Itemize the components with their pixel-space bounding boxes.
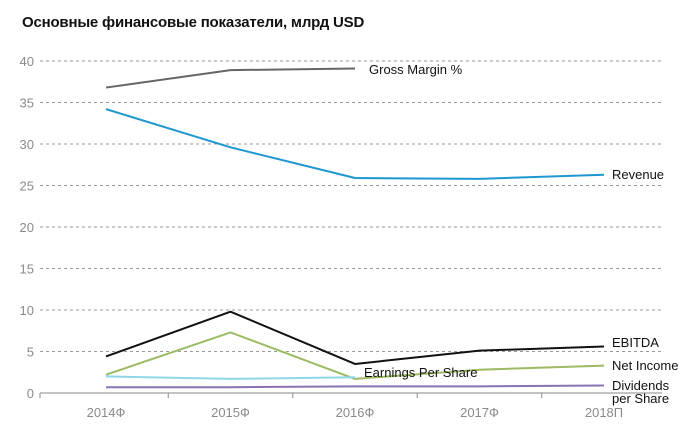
series-label-gross-margin: Gross Margin %	[369, 62, 463, 77]
y-tick-label: 0	[27, 386, 34, 401]
series-label-dividends-per-share: Dividends per Share	[612, 378, 670, 406]
y-tick-label: 15	[20, 262, 34, 277]
y-tick-label: 25	[20, 179, 34, 194]
y-tick-label: 5	[27, 345, 34, 360]
x-tick-label: 2015Ф	[211, 405, 250, 420]
series-line-net-income	[105, 331, 605, 380]
series-label-revenue: Revenue	[612, 167, 664, 182]
series-label-earnings-per-share: Earnings Per Share	[364, 365, 477, 380]
series-label-ebitda: EBITDA	[612, 335, 659, 350]
y-tick-label: 10	[20, 303, 34, 318]
y-tick-label: 35	[20, 96, 34, 111]
series-label-net-income: Net Income	[612, 358, 678, 373]
x-tick-label: 2016Ф	[336, 405, 375, 420]
series-line-ebitda	[105, 310, 605, 365]
chart-title: Основные финансовые показатели, млрд USD	[22, 14, 365, 31]
series-line-earnings-per-share	[105, 375, 356, 380]
y-tick-label: 30	[20, 137, 34, 152]
y-tick-label: 20	[20, 220, 34, 235]
x-tick-label: 2018П	[585, 405, 623, 420]
series-line-revenue	[105, 108, 605, 180]
y-tick-label: 40	[20, 54, 34, 69]
x-tick-label: 2014Ф	[87, 405, 126, 420]
series-line-gross-margin	[105, 67, 356, 89]
x-tick-label: 2017Ф	[460, 405, 499, 420]
series-line-dividends-per-share	[106, 384, 605, 389]
